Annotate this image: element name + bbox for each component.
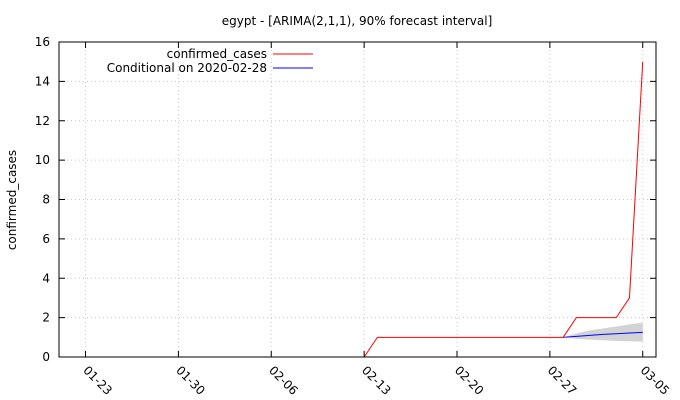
y-tick-label: 12 [35, 114, 50, 128]
series-line-confirmed-cases [363, 61, 644, 358]
legend-label: confirmed_cases [167, 47, 267, 61]
y-axis-ticks: 0 2 4 6 8 10 12 14 16 [35, 35, 656, 364]
y-tick-label: 8 [42, 193, 50, 207]
y-tick-label: 4 [42, 271, 50, 285]
grid [59, 42, 656, 357]
plot-frame [58, 41, 657, 358]
x-tick-label: 02-20 [452, 363, 487, 398]
y-tick-label: 6 [42, 232, 50, 246]
chart-title: egypt - [ARIMA(2,1,1), 90% forecast inte… [222, 14, 493, 28]
x-tick-label: 01-23 [80, 363, 115, 398]
series-lines [363, 61, 644, 358]
y-tick-label: 2 [42, 311, 50, 325]
x-axis-ticks: 01-23 01-30 02-06 02-13 02-20 02-27 03-05 [80, 42, 672, 398]
forecast-interval-band [563, 322, 643, 342]
y-tick-label: 10 [35, 153, 50, 167]
x-tick-label: 02-13 [359, 363, 394, 398]
legend-label: Conditional on 2020-02-28 [107, 61, 267, 75]
x-tick-label: 02-06 [266, 363, 301, 398]
x-tick-label: 01-30 [173, 363, 208, 398]
y-tick-label: 14 [35, 74, 50, 88]
y-axis-label: confirmed_cases [5, 150, 19, 250]
y-tick-label: 0 [42, 350, 50, 364]
x-tick-label: 03-05 [638, 363, 673, 398]
series-line-conditional-forecast [563, 331, 643, 338]
y-tick-label: 16 [35, 35, 50, 49]
forecast-interval [563, 322, 643, 342]
x-tick-label: 02-27 [545, 363, 580, 398]
